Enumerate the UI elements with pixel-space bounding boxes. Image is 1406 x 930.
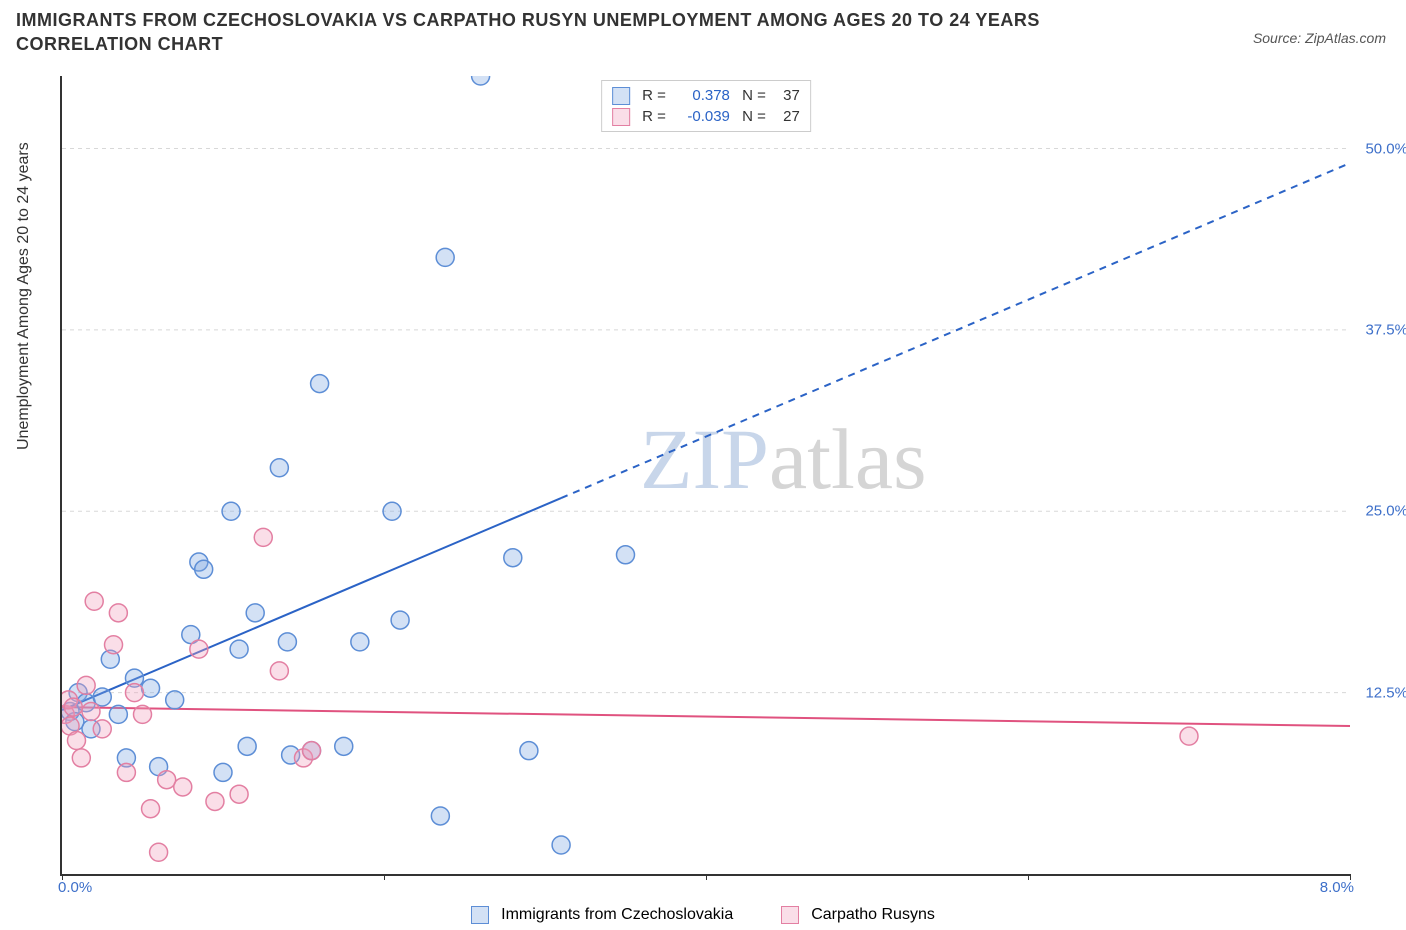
legend-label-a: Immigrants from Czechoslovakia — [501, 906, 733, 924]
stats-row-b: R = -0.039 N = 27 — [612, 106, 800, 127]
chart-title: IMMIGRANTS FROM CZECHOSLOVAKIA VS CARPAT… — [16, 8, 1136, 57]
legend-label-b: Carpatho Rusyns — [811, 906, 935, 924]
x-tick — [1028, 874, 1029, 880]
x-tick-label: 8.0% — [1320, 879, 1354, 896]
x-tick — [384, 874, 385, 880]
legend-item-b: Carpatho Rusyns — [781, 906, 935, 924]
legend-swatch-a — [612, 87, 630, 105]
chart-svg — [62, 76, 1350, 874]
x-tick — [706, 874, 707, 880]
bottom-legend: Immigrants from Czechoslovakia Carpatho … — [0, 906, 1406, 924]
y-tick-label: 12.5% — [1356, 684, 1406, 701]
plot-area: ZIPatlas R = 0.378 N = 37 R = -0.039 N =… — [60, 76, 1350, 876]
y-tick-label: 50.0% — [1356, 140, 1406, 157]
source-label: Source: ZipAtlas.com — [1253, 30, 1386, 46]
legend-swatch-b — [612, 108, 630, 126]
stats-row-a: R = 0.378 N = 37 — [612, 85, 800, 106]
r-value-a: 0.378 — [674, 85, 730, 106]
r-value-b: -0.039 — [674, 106, 730, 127]
x-tick-label: 0.0% — [58, 879, 92, 896]
n-value-a: 37 — [774, 85, 800, 106]
n-value-b: 27 — [774, 106, 800, 127]
y-tick-label: 37.5% — [1356, 321, 1406, 338]
legend-swatch-a-bottom — [471, 906, 489, 924]
legend-item-a: Immigrants from Czechoslovakia — [471, 906, 733, 924]
legend-swatch-b-bottom — [781, 906, 799, 924]
y-tick-label: 25.0% — [1356, 503, 1406, 520]
stats-legend-box: R = 0.378 N = 37 R = -0.039 N = 27 — [601, 80, 811, 132]
y-axis-label: Unemployment Among Ages 20 to 24 years — [15, 142, 33, 450]
